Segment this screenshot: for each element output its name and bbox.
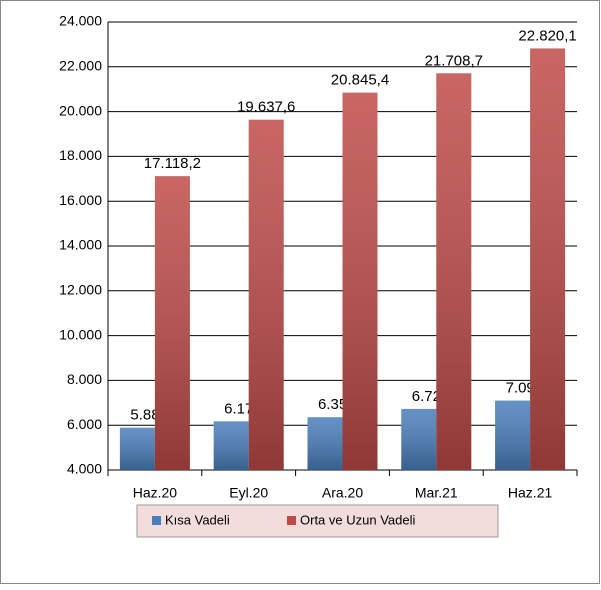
y-tick-label: 8.000 <box>67 371 102 387</box>
bar-shade <box>530 48 566 471</box>
data-label: 20.845,4 <box>331 72 389 89</box>
bar-shade <box>154 176 190 470</box>
x-tick-label: Haz.21 <box>508 485 553 501</box>
data-label: 22.820,1 <box>518 27 576 44</box>
y-tick-label: 18.000 <box>59 147 102 163</box>
x-tick-label: Ara.20 <box>322 485 363 501</box>
bar-shade <box>307 417 343 470</box>
bar-shade <box>495 400 531 470</box>
bar-shade <box>401 408 437 470</box>
legend-swatch <box>287 516 296 525</box>
legend-swatch <box>152 516 161 525</box>
y-tick-label: 16.000 <box>59 192 102 208</box>
x-tick-label: Haz.20 <box>133 485 178 501</box>
x-tick-label: Eyl.20 <box>229 485 268 501</box>
bar-shade <box>342 92 378 471</box>
y-tick-label: 4.000 <box>67 461 102 477</box>
legend-label: Kısa Vadeli <box>165 512 230 527</box>
y-tick-label: 22.000 <box>59 58 102 74</box>
bar-shade <box>436 73 472 470</box>
y-tick-label: 12.000 <box>59 282 102 298</box>
legend-box <box>136 504 499 538</box>
bar-shade <box>119 427 155 470</box>
data-label: 21.708,7 <box>425 52 483 69</box>
y-tick-label: 14.000 <box>59 237 102 253</box>
data-label: 19.637,6 <box>237 99 295 116</box>
legend-label: Orta ve Uzun Vadeli <box>300 512 415 527</box>
data-label: 17.118,2 <box>144 155 201 172</box>
y-tick-label: 10.000 <box>59 326 102 342</box>
bar-shade <box>248 119 284 470</box>
x-tick-label: Mar.21 <box>415 485 458 501</box>
y-tick-label: 24.000 <box>59 13 102 29</box>
y-tick-label: 20.000 <box>59 102 102 118</box>
bar-shade <box>213 421 249 470</box>
y-tick-label: 6.000 <box>67 416 102 432</box>
